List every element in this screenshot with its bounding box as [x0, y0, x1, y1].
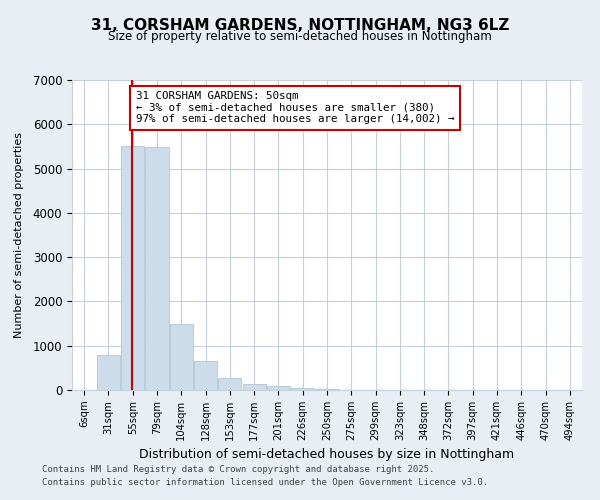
Text: Contains HM Land Registry data © Crown copyright and database right 2025.: Contains HM Land Registry data © Crown c… — [42, 466, 434, 474]
Bar — [170, 324, 193, 390]
Bar — [291, 388, 314, 390]
Bar — [218, 378, 241, 390]
Text: Size of property relative to semi-detached houses in Nottingham: Size of property relative to semi-detach… — [108, 30, 492, 43]
Bar — [316, 388, 338, 390]
Bar — [267, 386, 290, 390]
Text: Contains public sector information licensed under the Open Government Licence v3: Contains public sector information licen… — [42, 478, 488, 487]
Bar — [97, 354, 120, 390]
X-axis label: Distribution of semi-detached houses by size in Nottingham: Distribution of semi-detached houses by … — [139, 448, 515, 462]
Bar — [242, 384, 266, 390]
Y-axis label: Number of semi-detached properties: Number of semi-detached properties — [14, 132, 25, 338]
Text: 31, CORSHAM GARDENS, NOTTINGHAM, NG3 6LZ: 31, CORSHAM GARDENS, NOTTINGHAM, NG3 6LZ — [91, 18, 509, 32]
Bar — [194, 361, 217, 390]
Text: 31 CORSHAM GARDENS: 50sqm
← 3% of semi-detached houses are smaller (380)
97% of : 31 CORSHAM GARDENS: 50sqm ← 3% of semi-d… — [136, 91, 454, 124]
Bar — [145, 148, 169, 390]
Bar — [121, 146, 144, 390]
